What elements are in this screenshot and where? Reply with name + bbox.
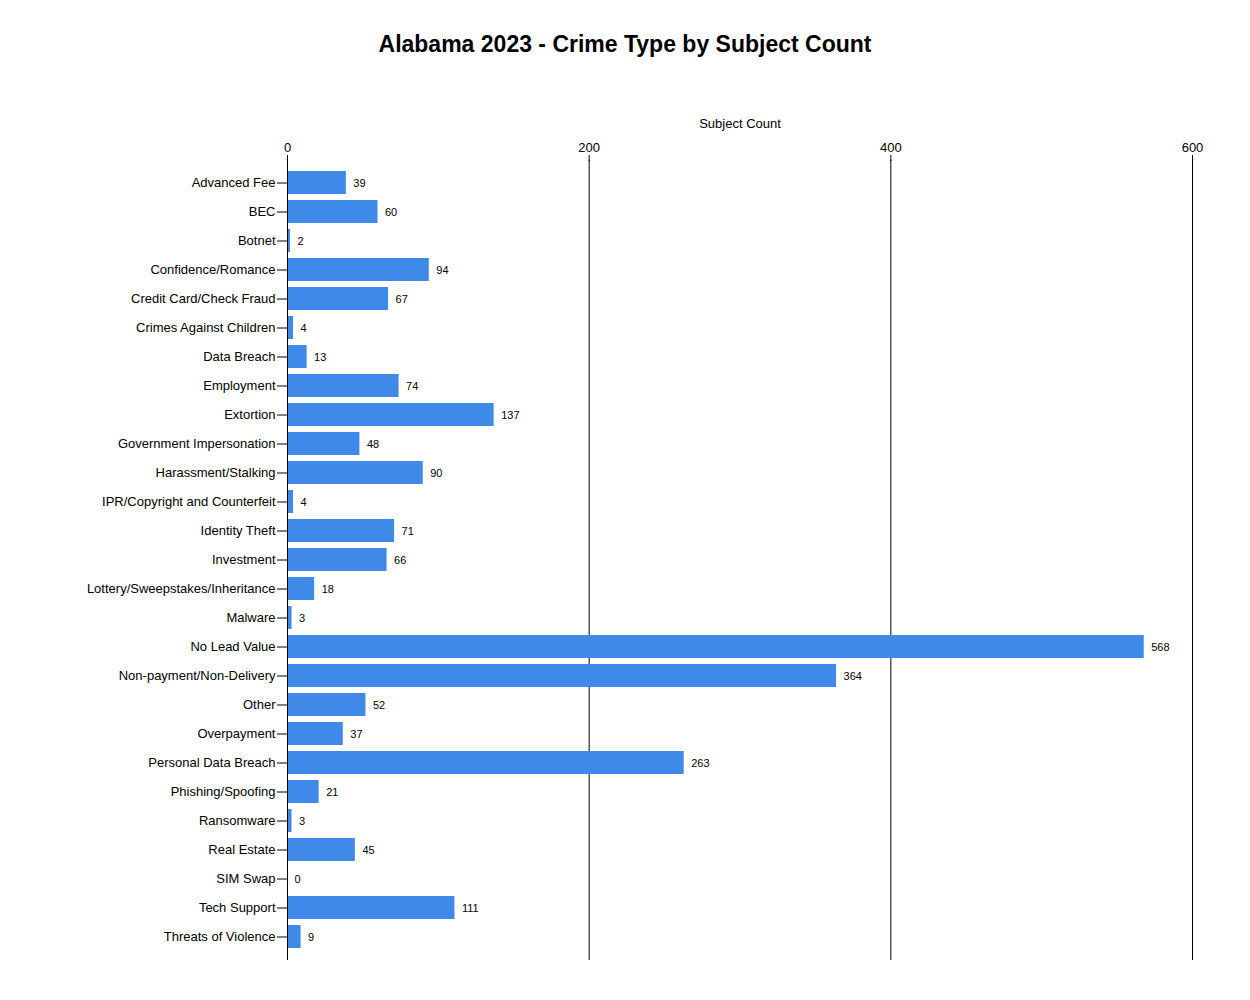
svg-text:Confidence/Romance: Confidence/Romance bbox=[150, 262, 275, 277]
svg-text:Non-payment/Non-Delivery: Non-payment/Non-Delivery bbox=[119, 668, 276, 683]
svg-text:52: 52 bbox=[373, 699, 385, 711]
svg-text:Investment: Investment bbox=[212, 552, 276, 567]
svg-text:IPR/Copyright and Counterfeit: IPR/Copyright and Counterfeit bbox=[102, 494, 276, 509]
svg-text:Overpayment: Overpayment bbox=[197, 726, 275, 741]
svg-text:200: 200 bbox=[578, 140, 600, 155]
svg-text:0: 0 bbox=[284, 140, 291, 155]
svg-text:74: 74 bbox=[406, 380, 418, 392]
svg-text:Government Impersonation: Government Impersonation bbox=[118, 436, 276, 451]
svg-text:Ransomware: Ransomware bbox=[199, 813, 276, 828]
svg-text:364: 364 bbox=[844, 670, 862, 682]
svg-text:21: 21 bbox=[326, 786, 338, 798]
svg-text:Other: Other bbox=[243, 697, 276, 712]
svg-text:BEC: BEC bbox=[249, 204, 276, 219]
svg-text:Identity Theft: Identity Theft bbox=[201, 523, 276, 538]
svg-text:600: 600 bbox=[1182, 140, 1204, 155]
svg-text:0: 0 bbox=[295, 873, 301, 885]
svg-text:71: 71 bbox=[402, 525, 414, 537]
svg-text:4: 4 bbox=[301, 496, 307, 508]
svg-text:Data Breach: Data Breach bbox=[203, 349, 275, 364]
svg-text:2: 2 bbox=[298, 235, 304, 247]
svg-text:Real Estate: Real Estate bbox=[208, 842, 275, 857]
svg-text:13: 13 bbox=[314, 351, 326, 363]
svg-text:3: 3 bbox=[299, 815, 305, 827]
svg-text:39: 39 bbox=[353, 177, 365, 189]
svg-text:Tech Support: Tech Support bbox=[199, 900, 276, 915]
svg-text:60: 60 bbox=[385, 206, 397, 218]
svg-text:67: 67 bbox=[396, 293, 408, 305]
svg-text:48: 48 bbox=[367, 438, 379, 450]
svg-text:Credit Card/Check Fraud: Credit Card/Check Fraud bbox=[131, 291, 276, 306]
html-text:Alabama 2023 - Crime Type by S: Alabama 2023 - Crime Type by Subject Cou… bbox=[378, 31, 872, 57]
svg-text:Phishing/Spoofing: Phishing/Spoofing bbox=[171, 784, 276, 799]
svg-text:9: 9 bbox=[308, 931, 314, 943]
svg-text:Crimes Against Children: Crimes Against Children bbox=[136, 320, 275, 335]
svg-text:Botnet: Botnet bbox=[238, 233, 276, 248]
svg-text:263: 263 bbox=[691, 757, 709, 769]
svg-text:No Lead Value: No Lead Value bbox=[190, 639, 275, 654]
svg-text:137: 137 bbox=[501, 409, 519, 421]
svg-text:37: 37 bbox=[350, 728, 362, 740]
svg-text:Malware: Malware bbox=[226, 610, 275, 625]
svg-text:568: 568 bbox=[1151, 641, 1169, 653]
svg-text:45: 45 bbox=[362, 844, 374, 856]
svg-text:90: 90 bbox=[430, 467, 442, 479]
svg-text:18: 18 bbox=[322, 583, 334, 595]
svg-text:3: 3 bbox=[299, 612, 305, 624]
svg-text:Harassment/Stalking: Harassment/Stalking bbox=[156, 465, 276, 480]
svg-text:Personal Data Breach: Personal Data Breach bbox=[148, 755, 275, 770]
svg-text:66: 66 bbox=[394, 554, 406, 566]
svg-text:94: 94 bbox=[436, 264, 448, 276]
svg-text:Advanced Fee: Advanced Fee bbox=[192, 175, 276, 190]
svg-text:111: 111 bbox=[462, 902, 479, 914]
svg-text:4: 4 bbox=[301, 322, 307, 334]
svg-text:400: 400 bbox=[880, 140, 902, 155]
svg-text:Subject Count: Subject Count bbox=[699, 116, 781, 131]
svg-text:Extortion: Extortion bbox=[224, 407, 275, 422]
svg-text:Lottery/Sweepstakes/Inheritanc: Lottery/Sweepstakes/Inheritance bbox=[87, 581, 276, 596]
svg-text:Threats of Violence: Threats of Violence bbox=[164, 929, 276, 944]
svg-text:SIM Swap: SIM Swap bbox=[216, 871, 275, 886]
svg-text:Employment: Employment bbox=[203, 378, 276, 393]
